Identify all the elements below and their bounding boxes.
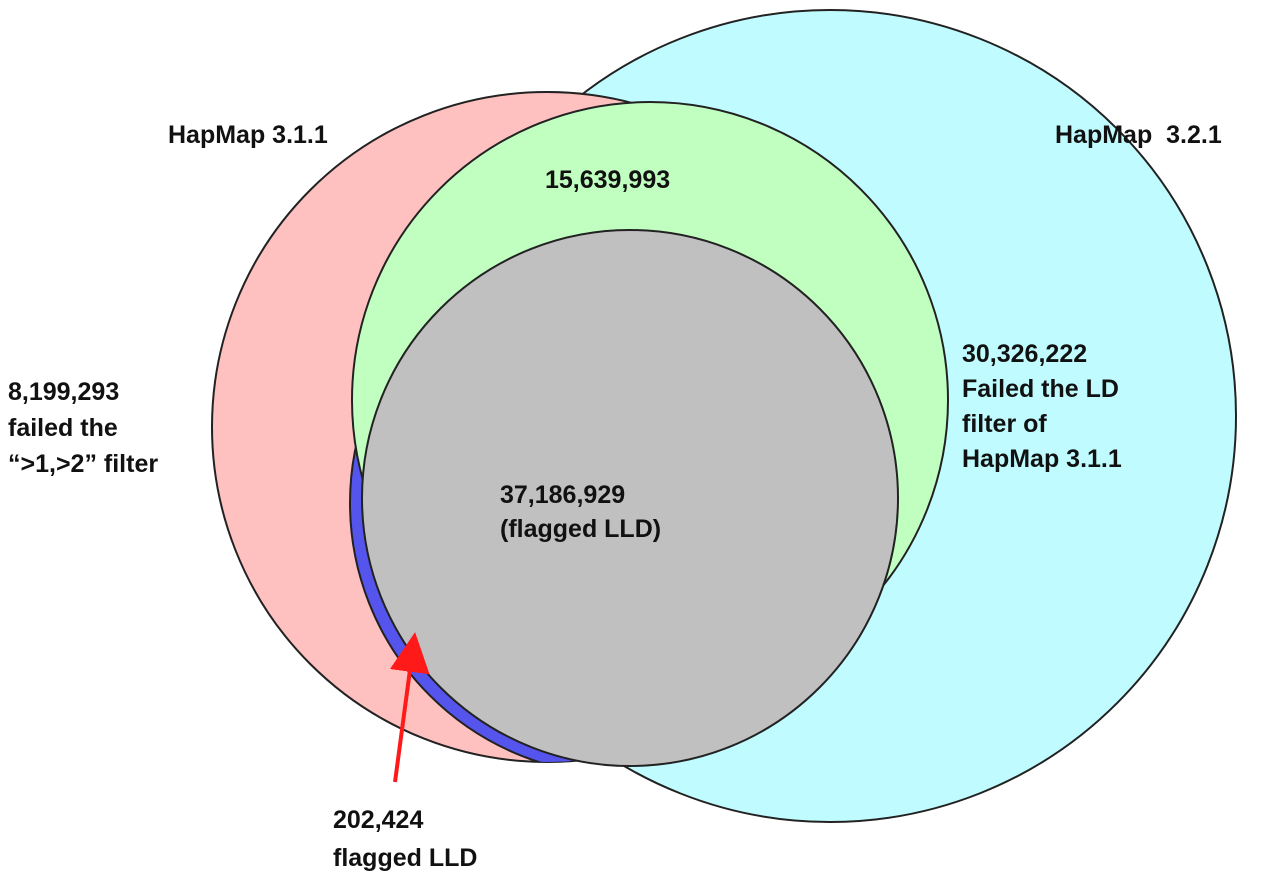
region-label: (flagged LLD) — [500, 515, 661, 543]
region-label: 37,186,929 — [500, 481, 625, 509]
arrow — [389, 632, 430, 783]
region-label: 8,199,293 — [8, 378, 119, 406]
region-label: 30,326,222 — [962, 340, 1087, 368]
gray-set — [361, 229, 899, 767]
set-label: HapMap 3.1.1 — [168, 121, 328, 149]
region-label: flagged LLD — [333, 844, 477, 872]
region-label: Failed the LD — [962, 375, 1119, 403]
region-label: 202,424 — [333, 806, 423, 834]
region-label: “>1,>2” filter — [8, 450, 158, 478]
region-label: HapMap 3.1.1 — [962, 445, 1122, 473]
region-label: filter of — [962, 410, 1047, 438]
set-label: HapMap 3.2.1 — [1055, 121, 1222, 149]
region-label: 15,639,993 — [545, 166, 670, 194]
region-label: failed the — [8, 414, 118, 442]
